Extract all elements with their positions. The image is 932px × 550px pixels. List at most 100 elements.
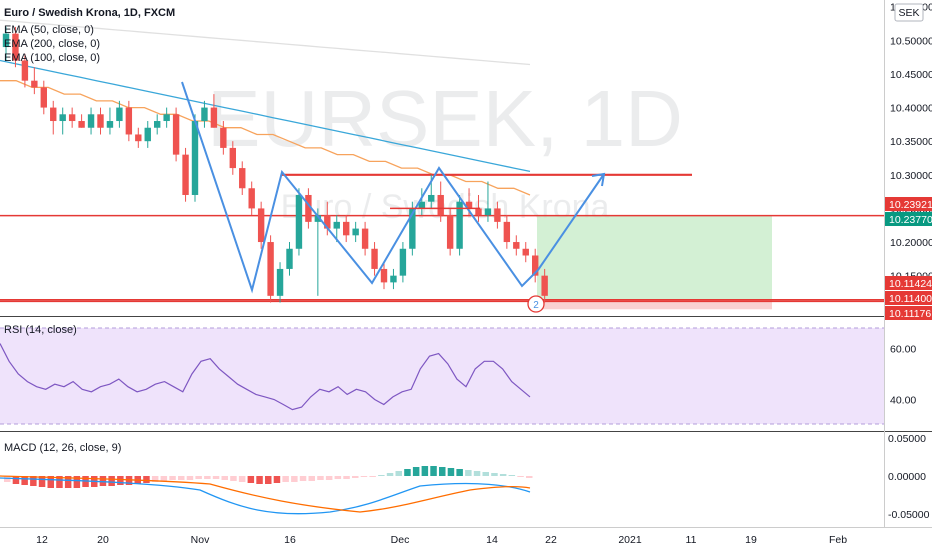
alert-count: 2	[533, 300, 539, 311]
macd-histogram-bar	[439, 467, 446, 476]
candle-body	[154, 121, 161, 128]
macd-histogram-bar	[360, 476, 368, 477]
candle-body	[314, 215, 322, 222]
ema100-line	[0, 59, 531, 173]
macd-histogram-bar	[99, 476, 107, 486]
macd-tick: 0.00000	[888, 471, 926, 483]
macd-histogram-bar	[421, 466, 429, 476]
arrow-head-icon	[591, 172, 606, 187]
macd-histogram-bar	[186, 476, 194, 480]
price-label-bg	[885, 291, 932, 305]
price-label-bg	[885, 212, 932, 226]
candle-body	[248, 188, 255, 209]
candle-body	[286, 248, 293, 269]
candle-body	[513, 242, 520, 249]
rsi-label[interactable]: RSI (14, close)	[4, 324, 77, 336]
pattern-drawing-group[interactable]: 2	[181, 81, 606, 313]
candle-body	[163, 114, 170, 122]
candle-body	[40, 87, 47, 108]
candle-body	[295, 194, 303, 249]
projection-arrow	[537, 173, 605, 271]
macd-histogram-bar	[117, 476, 124, 485]
macd-histogram-bar	[412, 467, 420, 476]
macd-histogram-bar	[291, 476, 298, 482]
candle-body	[182, 154, 189, 195]
price-label: 10.23770	[889, 214, 932, 226]
macd-histogram-bar	[499, 474, 507, 476]
target-zone	[537, 215, 772, 300]
macd-histogram-bar	[21, 476, 28, 485]
candle-body	[333, 221, 340, 229]
price-label: 10.11176	[889, 308, 931, 320]
macd-histogram-bar	[378, 475, 385, 476]
candle-body	[191, 121, 199, 195]
macd-histogram-bar	[282, 476, 289, 482]
symbol-line[interactable]: Euro / Swedish Krona, 1D, FXCM	[4, 7, 175, 19]
candle-body	[87, 114, 95, 128]
macd-histogram-bar	[4, 476, 11, 482]
candle-body	[475, 208, 482, 216]
price-label-bg	[885, 197, 932, 211]
candle-body	[399, 248, 407, 276]
macd-histogram-bar	[526, 476, 533, 478]
candle-body	[31, 80, 38, 88]
rsi-group	[0, 343, 531, 411]
candle-body	[257, 208, 265, 243]
candle-body	[21, 60, 29, 81]
candle-body	[361, 228, 369, 249]
macd-histogram-bar	[369, 476, 376, 477]
indicator-ema50-label[interactable]: EMA (50, close, 0)	[4, 24, 94, 36]
candle-body	[68, 114, 76, 122]
macd-histogram-bar	[12, 476, 20, 484]
price-label: 10.11424	[889, 278, 932, 290]
macd-histogram-bar	[395, 471, 402, 476]
macd-histogram-bar	[212, 476, 220, 479]
time-tick: 12	[36, 534, 48, 546]
candle-body	[428, 194, 435, 202]
candle-body	[494, 208, 501, 222]
macd-label[interactable]: MACD (12, 26, close, 9)	[4, 442, 121, 454]
price-tick: 10.30000	[890, 170, 932, 182]
candle-body	[324, 215, 331, 229]
candle-body	[172, 114, 180, 155]
macd-histogram-bar	[56, 476, 63, 488]
macd-histogram-bar	[247, 476, 255, 483]
macd-histogram-bar	[317, 476, 324, 480]
macd-histogram-bar	[108, 476, 115, 486]
macd-histogram-bar	[221, 476, 228, 480]
candle-body	[541, 275, 548, 296]
candle-body	[125, 107, 133, 135]
signal-line	[0, 475, 531, 513]
time-tick: Feb	[829, 534, 847, 546]
indicator-ema100-label[interactable]: EMA (100, close, 0)	[4, 52, 100, 64]
price-tick: 10.50000	[890, 35, 932, 47]
macd-histogram-bar	[325, 476, 333, 480]
macd-group	[0, 466, 533, 515]
pattern-polyline	[181, 81, 539, 294]
price-label: 10.11400	[889, 293, 932, 305]
time-tick: 2021	[618, 534, 642, 546]
candle-body	[106, 121, 114, 128]
macd-histogram-bar	[343, 476, 350, 479]
rsi-tick: 60.00	[890, 344, 916, 356]
macd-histogram-bar	[430, 466, 437, 476]
price-tick: 10.45000	[890, 69, 932, 81]
candle-body	[418, 201, 425, 209]
indicator-ema200-label[interactable]: EMA (200, close, 0)	[4, 38, 100, 50]
macd-line	[0, 477, 531, 515]
candle-body	[532, 255, 539, 276]
currency-badge-box[interactable]	[894, 3, 924, 22]
macd-histogram-bar	[73, 476, 81, 488]
macd-histogram-bar	[178, 476, 185, 480]
candle-body	[371, 248, 378, 269]
level-lines-group[interactable]	[0, 173, 884, 303]
candle-body	[456, 201, 463, 249]
macd-histogram-bar	[143, 476, 150, 483]
price-label: 10.23921	[889, 199, 932, 211]
time-tick: Dec	[391, 534, 410, 546]
trade-zone-group[interactable]	[537, 215, 772, 310]
macd-histogram-bar	[473, 471, 481, 476]
macd-histogram-bar	[273, 476, 281, 483]
candle-body	[343, 221, 350, 236]
